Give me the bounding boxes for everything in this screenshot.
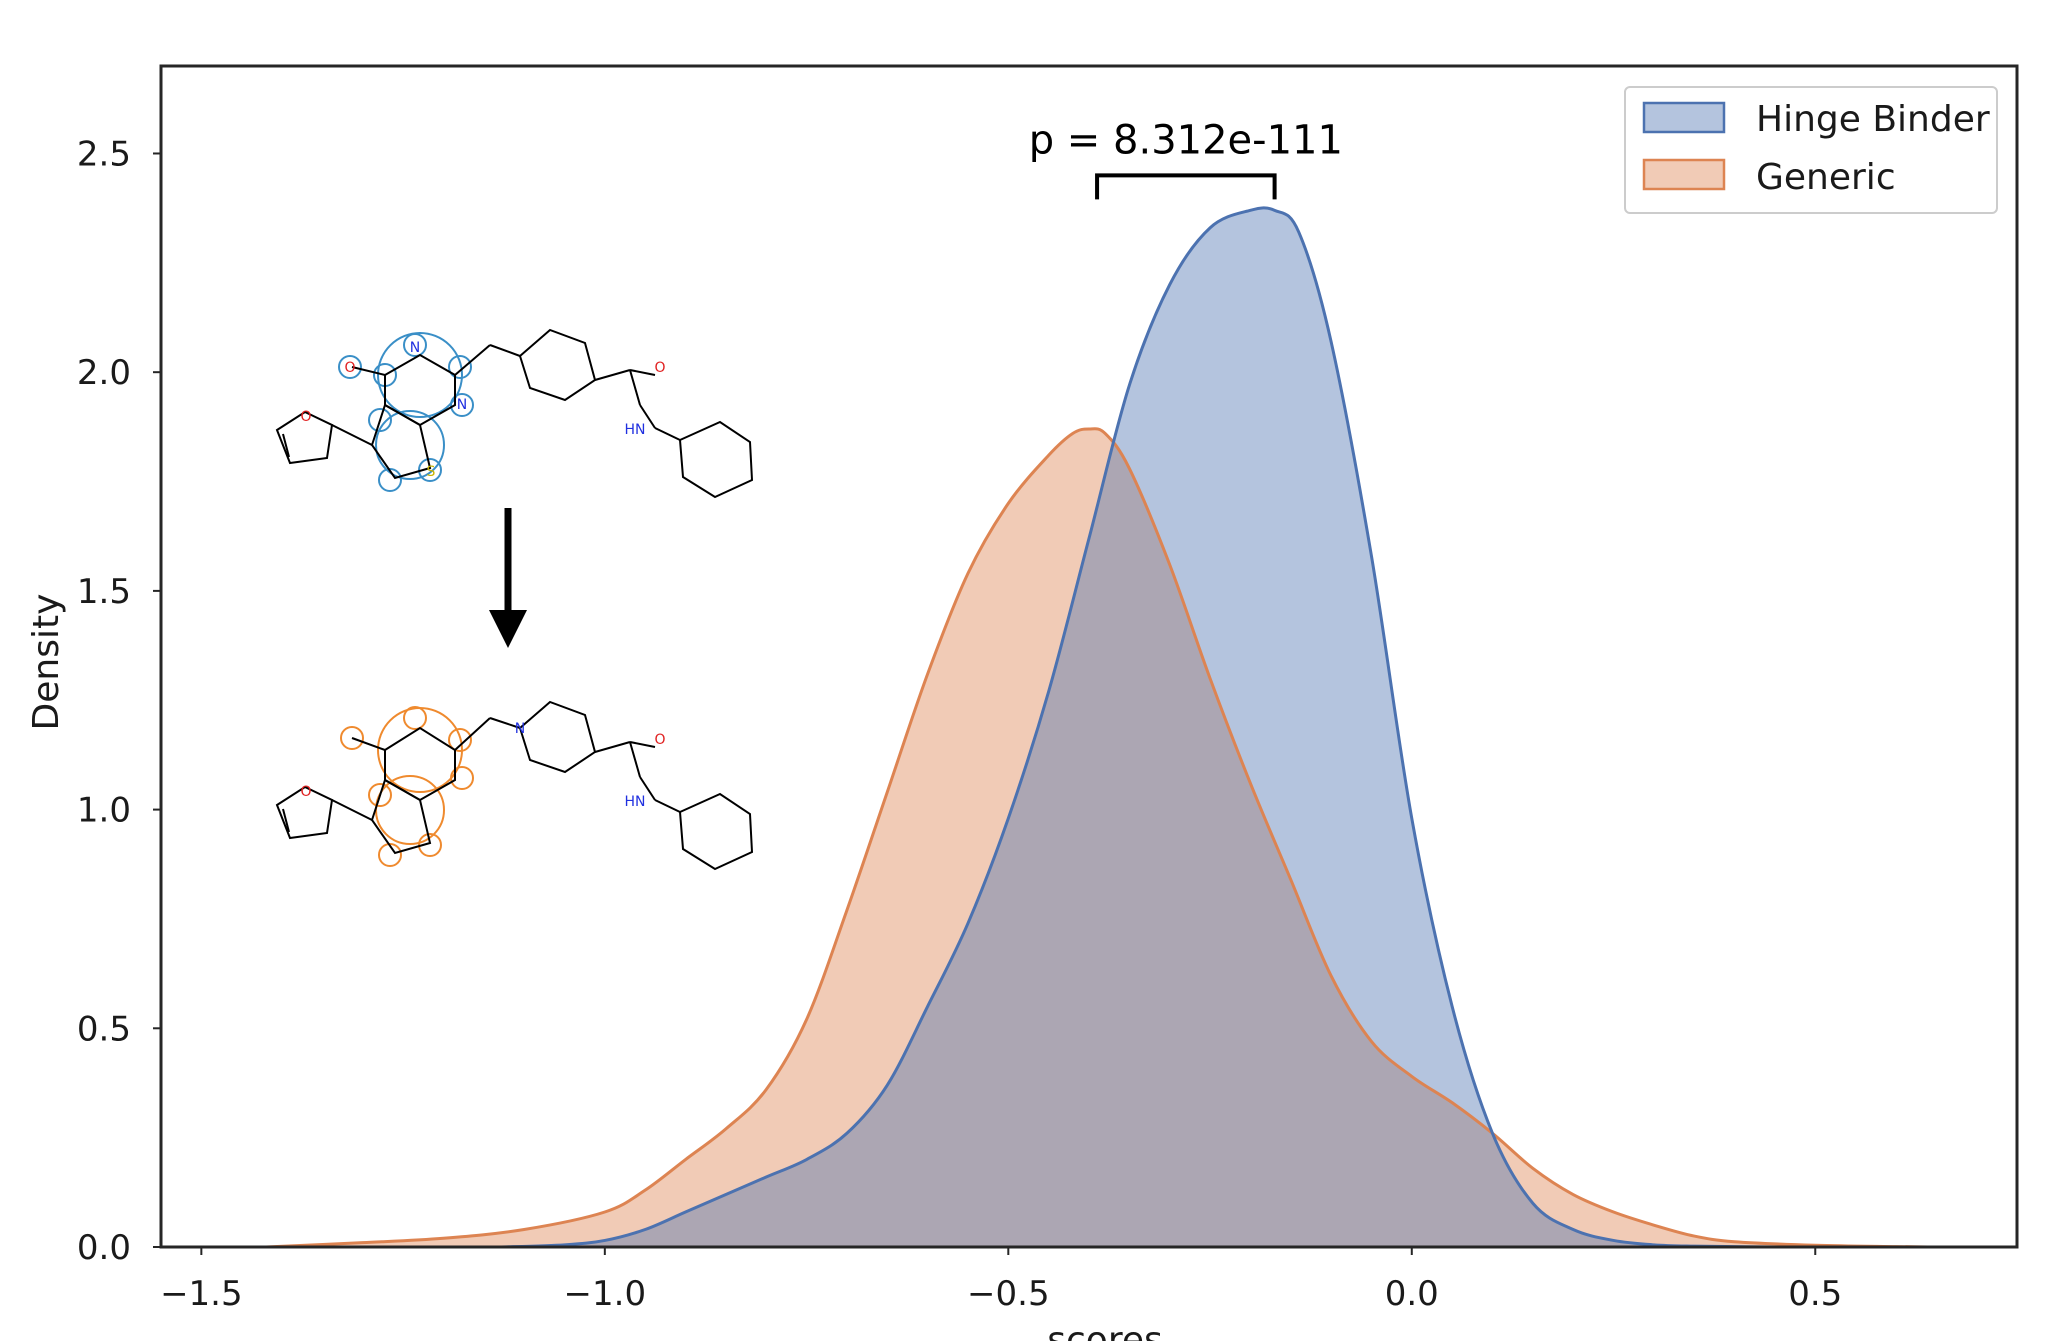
y-tick-label: 1.5 — [77, 572, 131, 612]
p-value-label: p = 8.312e-111 — [1029, 117, 1343, 163]
atom-label: O — [300, 409, 311, 425]
p-value-annotation: p = 8.312e-111 — [1029, 117, 1343, 200]
y-tick-label: 2.5 — [77, 134, 131, 174]
x-axis-title: scores — [1047, 1320, 1163, 1341]
y-tick-label: 1.0 — [77, 791, 131, 831]
x-tick-label: 0.0 — [1385, 1274, 1439, 1314]
legend-label-hinge-binder: Hinge Binder — [1756, 99, 1990, 140]
y-axis-title: Density — [26, 594, 67, 731]
atom-label: N — [515, 721, 525, 737]
density-area-generic — [265, 428, 1929, 1247]
legend: Hinge Binder Generic — [1624, 86, 1998, 214]
highlight-halo-bottom — [340, 706, 474, 867]
legend-swatch-hinge-binder — [1642, 101, 1726, 134]
molecule-bottom — [275, 700, 754, 871]
atom-label: S — [427, 464, 436, 480]
density-line-generic — [265, 427, 1929, 1247]
plot-frame — [159, 64, 2019, 1249]
atom-label: HN — [625, 422, 646, 438]
molecule-top — [275, 328, 754, 499]
x-tick-label: −1.0 — [564, 1274, 647, 1314]
density-line-hinge-binder — [499, 206, 1856, 1247]
y-axis-ticks: 0.0 0.5 1.0 1.5 2.0 2.5 — [77, 134, 161, 1268]
molecule-bottom-atoms: O N O HN — [300, 721, 665, 810]
x-axis-ticks: −1.5 −1.0 −0.5 0.0 0.5 — [160, 1247, 1842, 1314]
highlight-halo-top — [338, 332, 474, 492]
atom-label: N — [457, 397, 467, 413]
y-tick-label: 0.5 — [77, 1009, 131, 1049]
legend-box — [1624, 86, 1998, 214]
down-arrow-icon — [489, 508, 527, 648]
atom-label: O — [654, 360, 665, 376]
legend-label-generic: Generic — [1756, 157, 1896, 198]
x-tick-label: 0.5 — [1788, 1274, 1842, 1314]
y-tick-label: 2.0 — [77, 353, 131, 393]
density-area-hinge-binder — [499, 207, 1856, 1247]
series-layer — [265, 206, 1929, 1247]
molecule-top-atoms: O O S N N O HN — [300, 340, 665, 480]
atom-label: O — [344, 360, 355, 376]
atom-label: O — [654, 732, 665, 748]
significance-bracket — [1095, 173, 1277, 200]
y-tick-label: 0.0 — [77, 1228, 131, 1268]
x-tick-label: −1.5 — [160, 1274, 243, 1314]
x-tick-label: −0.5 — [967, 1274, 1050, 1314]
atom-label: N — [410, 340, 420, 356]
atom-label: HN — [625, 794, 646, 810]
legend-swatch-generic — [1642, 158, 1726, 191]
atom-label: O — [300, 784, 311, 800]
